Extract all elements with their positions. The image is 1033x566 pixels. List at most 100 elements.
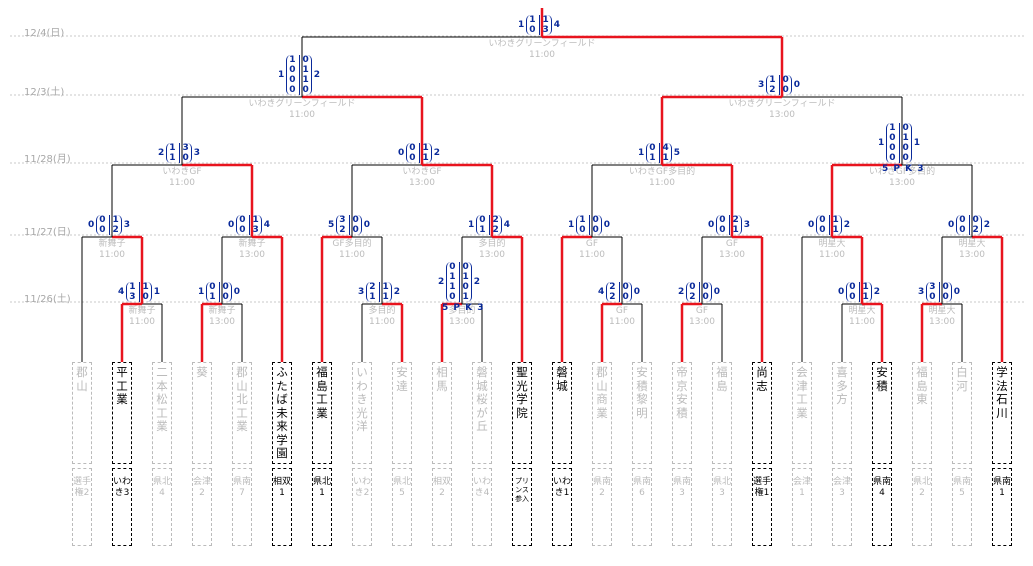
score-half-left: 3 [339,215,346,225]
score-half-right: 0 [222,292,229,302]
team-region: 県南7 [232,468,252,546]
score-right-total: 1 [153,287,161,297]
team-name: 郡山北工業 [232,362,252,464]
score-right-total: 4 [263,220,271,230]
score-right-total: 4 [503,220,511,230]
team-region: 選手権2 [72,468,92,546]
score-half-left: 0 [289,75,296,85]
score-left-total: 0 [228,220,235,230]
time-label: 11:00 [649,178,675,188]
score-half-right: 0 [182,153,189,163]
score-half-right: 0 [942,282,949,292]
score-half-left: 0 [529,25,536,35]
team-name: 葵 [192,362,212,464]
team-region: 選手権1 [752,468,772,546]
score-half-left: 2 [609,282,616,292]
score-half-left: 0 [289,65,296,75]
date-label-semifinal: 12/3(土) [24,87,65,98]
team-region: 県北3 [712,468,732,546]
time-label: 13:00 [929,317,955,327]
score-left-total: 0 [838,287,845,297]
team-name: 安積 [872,362,892,464]
score-half-right: 2 [972,225,979,235]
score-half-right: 1 [462,272,469,282]
score-half-left: 0 [959,225,966,235]
score-left-total: 1 [518,20,525,30]
venue-label: 新舞子 [98,239,126,249]
score-half-right: 3 [542,25,549,35]
score-right-total: 4 [553,20,561,30]
score-right-total: 0 [713,287,721,297]
score-half-right: 0 [782,85,789,95]
score-half-left: 0 [479,215,486,225]
score-half-right: 0 [592,225,599,235]
score-half-left: 1 [169,153,176,163]
score-right-total: 5 [673,148,681,158]
venue-label: いわきGF多目的 [628,167,696,177]
time-label: 11:00 [849,317,875,327]
score-left-total: 2 [678,287,685,297]
venue-label: いわきGF多目的 [868,167,936,177]
score-half-right: 1 [832,225,839,235]
venue-label: GF [695,306,709,316]
score-right-total: 2 [873,287,881,297]
score-half-right: 1 [542,15,549,25]
score-half-left: 1 [209,292,216,302]
score-half-left: 0 [409,153,416,163]
date-label-round1: 11/26(土) [24,294,71,305]
score-half-left: 1 [479,225,486,235]
venue-label: いわきグリーンフィールド [728,99,836,109]
team-name: 磐城 [552,362,572,464]
score-half-right: 0 [942,292,949,302]
team-name: 白河 [952,362,972,464]
score-half-right: 1 [422,143,429,153]
team-region: 相双1 [272,468,292,546]
venue-label: 明星大 [848,306,876,316]
score-half-left: 1 [579,215,586,225]
score-half-right: 1 [302,75,309,85]
score-right-total: 2 [473,277,481,287]
score-left-total: 3 [918,287,925,297]
time-label: 13:00 [409,178,435,188]
venue-label: 明星大 [928,306,956,316]
venue-label: 多目的 [478,239,506,249]
score-half-right: 3 [252,225,259,235]
score-half-right: 0 [462,262,469,272]
penalty-kick-label: 5 P K 3 [442,303,485,313]
time-label: 13:00 [689,317,715,327]
time-label: 13:00 [889,178,915,188]
team-region: いわき3 [112,468,132,546]
venue-label: いわきGF [162,167,202,177]
score-half-right: 2 [492,215,499,225]
score-half-right: 0 [622,292,629,302]
score-half-right: 1 [462,292,469,302]
time-label: 13:00 [479,250,505,260]
team-region: いわき4 [472,468,492,546]
date-label-final: 12/4(日) [24,28,65,39]
date-label-round2: 11/27(日) [24,227,71,238]
team-name: 郡山 [72,362,92,464]
team-region: 県北5 [392,468,412,546]
venue-label: 多目的 [448,306,476,316]
venue-label: 新舞子 [238,239,266,249]
score-half-left: 0 [719,215,726,225]
venue-label: 多目的 [368,306,396,316]
